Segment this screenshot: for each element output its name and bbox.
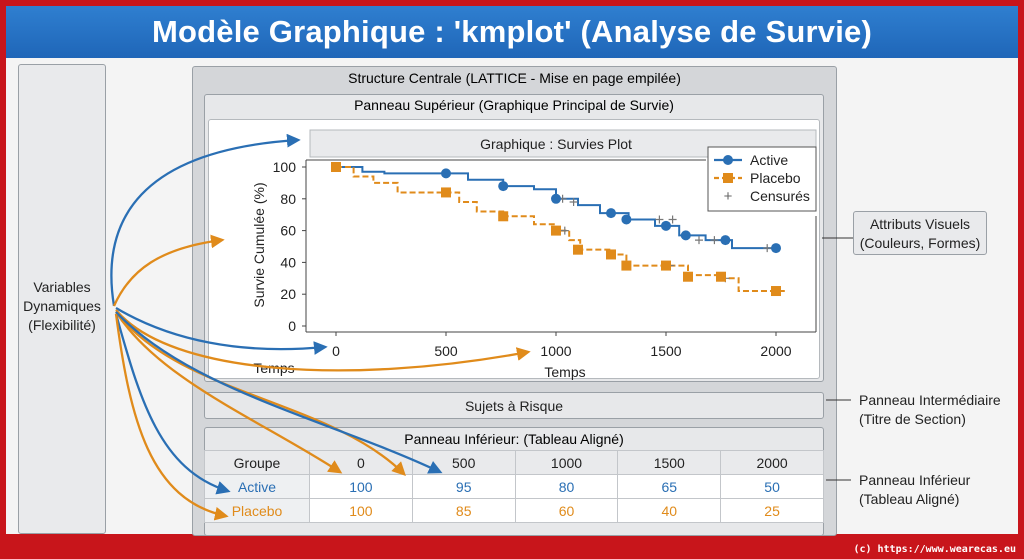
legend-active-label: Active [750, 152, 788, 168]
data-point-placebo [331, 162, 341, 172]
data-point-active [551, 193, 561, 204]
chart-series [331, 162, 785, 297]
data-point-placebo [606, 249, 616, 260]
arrow-to-chart-title [110, 133, 301, 307]
censored-marker [560, 226, 569, 235]
censored-marker [695, 236, 703, 245]
subjects-at-risk-label: Sujets à Risque [464, 397, 564, 414]
chart-title: Graphique : Survies Plot [480, 136, 632, 152]
visual-attributes-box: Attributs Visuels (Couleurs, Formes) [853, 211, 987, 255]
x-tick-label: 2000 [760, 343, 791, 359]
data-point-placebo [683, 271, 693, 282]
dynamic-variables-panel [18, 64, 106, 534]
arrow-to-active-row [114, 313, 231, 495]
risk-table: Groupe 0 500 1000 1500 2000 Active 100 9… [204, 450, 824, 523]
risk-cell: 50 [720, 474, 824, 499]
risk-cell: 60 [514, 498, 619, 523]
y-tick-label: 40 [280, 254, 296, 270]
data-point-active [621, 214, 632, 225]
data-point-placebo [441, 187, 451, 198]
data-point-active [606, 208, 616, 219]
censored-marker [763, 244, 772, 253]
y-tick-label: 0 [288, 318, 296, 334]
data-point-placebo [621, 260, 632, 271]
dynamic-variables-label: Variables Dynamiques (Flexibilité) [18, 278, 106, 335]
censored-marker [710, 236, 719, 245]
data-point-active [720, 235, 731, 246]
data-point-active [771, 243, 781, 254]
arrow-to-col-0 [115, 311, 343, 474]
risk-header-cell: 2000 [720, 450, 824, 475]
visual-attributes-line-1: Attributs Visuels [869, 216, 971, 232]
data-point-placebo [498, 211, 509, 222]
data-point-active [441, 168, 451, 179]
arrow-to-col-500b [115, 311, 443, 474]
risk-cell: 65 [617, 474, 722, 499]
left-label-line-3: (Flexibilité) [28, 317, 96, 333]
risk-cell: 25 [720, 498, 824, 523]
middle-panel-note: Panneau Intermédiaire (Titre de Section) [859, 391, 1001, 429]
y-axis-label: Survie Cumulée (%) [251, 182, 267, 307]
y-tick-label: 20 [280, 286, 296, 302]
data-point-placebo [661, 260, 671, 271]
data-point-placebo [716, 271, 726, 282]
data-point-placebo [573, 244, 583, 255]
y-tick-label: 80 [280, 191, 296, 207]
lower-panel-note: Panneau Inférieur (Tableau Aligné) [859, 471, 970, 509]
central-structure-title: Structure Centrale (LATTICE - Mise en pa… [348, 70, 681, 86]
legend-censored-label: Censurés [750, 188, 810, 204]
risk-cell: 40 [617, 498, 722, 523]
left-label-line-1: Variables [33, 279, 91, 295]
censored-marker [569, 197, 578, 206]
censored-marker [668, 215, 677, 224]
legend-placebo-label: Placebo [750, 170, 801, 186]
data-point-placebo [551, 225, 561, 236]
lower-note-line-2: (Tableau Aligné) [859, 491, 960, 507]
middle-note-line-1: Panneau Intermédiaire [859, 392, 1001, 408]
visual-attributes-line-2: (Couleurs, Formes) [859, 235, 981, 251]
y-tick-label: 100 [273, 159, 297, 175]
censored-marker [655, 215, 664, 224]
legend-active-marker [723, 155, 733, 165]
page-title: Modèle Graphique : 'kmplot' (Analyse de … [6, 6, 1018, 58]
left-label-line-2: Dynamiques [23, 298, 101, 314]
x-tick-label: 0 [332, 343, 340, 359]
arrow-to-x-label [115, 309, 531, 372]
arrow-to-attributes [112, 234, 225, 307]
x-tick-label: 500 [434, 343, 458, 359]
lower-note-line-1: Panneau Inférieur [859, 472, 971, 488]
upper-panel-title: Panneau Supérieur (Graphique Principal d… [354, 97, 674, 113]
risk-cell: 85 [411, 498, 516, 523]
subjects-at-risk-panel: Sujets à Risque [204, 392, 824, 419]
x-axis-label: Temps [544, 364, 585, 380]
data-point-active [661, 220, 671, 231]
legend-censored-marker: + [724, 188, 733, 205]
arrow-to-placebo-row [114, 313, 229, 521]
data-point-active [498, 181, 509, 192]
legend-placebo-marker [723, 173, 733, 183]
risk-header-cell: 1500 [617, 450, 722, 475]
footer-credit: (c) https://www.wearecas.eu [853, 544, 1016, 555]
risk-header-cell: 1000 [514, 450, 619, 475]
middle-note-line-2: (Titre de Section) [859, 411, 966, 427]
data-point-placebo [771, 286, 781, 297]
risk-cell: 80 [514, 474, 619, 499]
flow-arrows [110, 133, 531, 521]
arrow-to-col-500a [115, 311, 406, 476]
x-tick-label: 1500 [650, 343, 681, 359]
y-tick-label: 60 [280, 223, 296, 239]
risk-cell: 95 [411, 474, 516, 499]
risk-cell: 100 [309, 498, 413, 523]
lower-panel-title: Panneau Inférieur: (Tableau Aligné) [404, 431, 624, 447]
risk-table-header: Groupe 0 500 1000 1500 2000 [204, 450, 824, 475]
x-tick-label: 1000 [540, 343, 571, 359]
data-point-active [680, 230, 691, 241]
table-row: Placebo 100 85 60 40 25 [204, 498, 824, 523]
arrow-to-x-axis [115, 307, 328, 355]
